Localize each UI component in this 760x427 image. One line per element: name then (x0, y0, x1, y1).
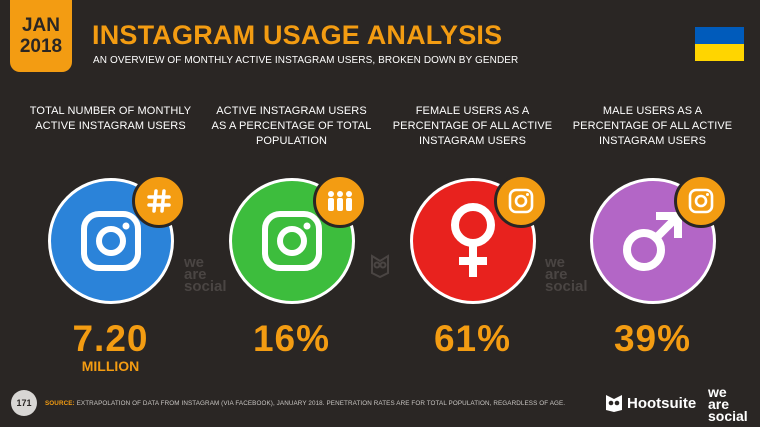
hootsuite-label: Hootsuite (627, 394, 697, 412)
stat-penetration: ACTIVE INSTAGRAM USERS AS A PERCENTAGE O… (209, 104, 374, 359)
badge (493, 174, 548, 228)
stat-label: ACTIVE INSTAGRAM USERS AS A PERCENTAGE O… (211, 105, 372, 147)
hashtag-icon (146, 189, 171, 213)
date-tab: JAN 2018 (10, 0, 72, 72)
source-text: EXTRAPOLATION OF DATA FROM INSTAGRAM (VI… (76, 400, 566, 407)
badge (131, 174, 186, 228)
owl-icon (606, 395, 622, 412)
stat-label: FEMALE USERS AS A PERCENTAGE OF ALL ACTI… (392, 105, 553, 147)
stat-female: FEMALE USERS AS A PERCENTAGE OF ALL ACTI… (390, 104, 555, 359)
stat-value: 61% (433, 318, 512, 359)
stat-unit: MILLION (81, 358, 140, 374)
stat-value: 7.20 (72, 318, 149, 359)
instagram-icon (688, 188, 713, 214)
source-label: SOURCE: (45, 400, 75, 407)
stat-value: 39% (613, 318, 692, 359)
owl-watermark-icon (371, 254, 389, 279)
female-icon (450, 203, 495, 277)
page-title: INSTAGRAM USAGE ANALYSIS (92, 20, 503, 50)
we-are-social-logo: we are social (708, 384, 748, 424)
stat-value: 16% (252, 318, 331, 359)
stat-total-users: TOTAL NUMBER OF MONTHLY ACTIVE INSTAGRAM… (28, 104, 193, 374)
hootsuite-logo: Hootsuite (604, 393, 696, 413)
date-year: 2018 (19, 36, 63, 57)
page-subtitle: AN OVERVIEW OF MONTHLY ACTIVE INSTAGRAM … (93, 55, 519, 66)
instagram-icon (261, 211, 322, 271)
source-note: SOURCE: EXTRAPOLATION OF DATA FROM INSTA… (45, 400, 565, 407)
badge (312, 174, 367, 228)
stat-label: MALE USERS AS A PERCENTAGE OF ALL ACTIVE… (572, 105, 733, 147)
watermark-logo: we are social (184, 254, 227, 295)
date-month: JAN (21, 15, 60, 36)
ukraine-flag-icon (695, 27, 744, 61)
instagram-icon (508, 188, 533, 214)
people-icon (327, 191, 352, 211)
stat-label: TOTAL NUMBER OF MONTHLY ACTIVE INSTAGRAM… (29, 105, 192, 132)
male-icon (622, 210, 684, 271)
instagram-icon (80, 211, 141, 271)
stat-male: MALE USERS AS A PERCENTAGE OF ALL ACTIVE… (570, 104, 735, 359)
watermark-logo: we are social (545, 254, 588, 295)
page-number: 171 (11, 390, 37, 416)
badge (673, 174, 728, 228)
